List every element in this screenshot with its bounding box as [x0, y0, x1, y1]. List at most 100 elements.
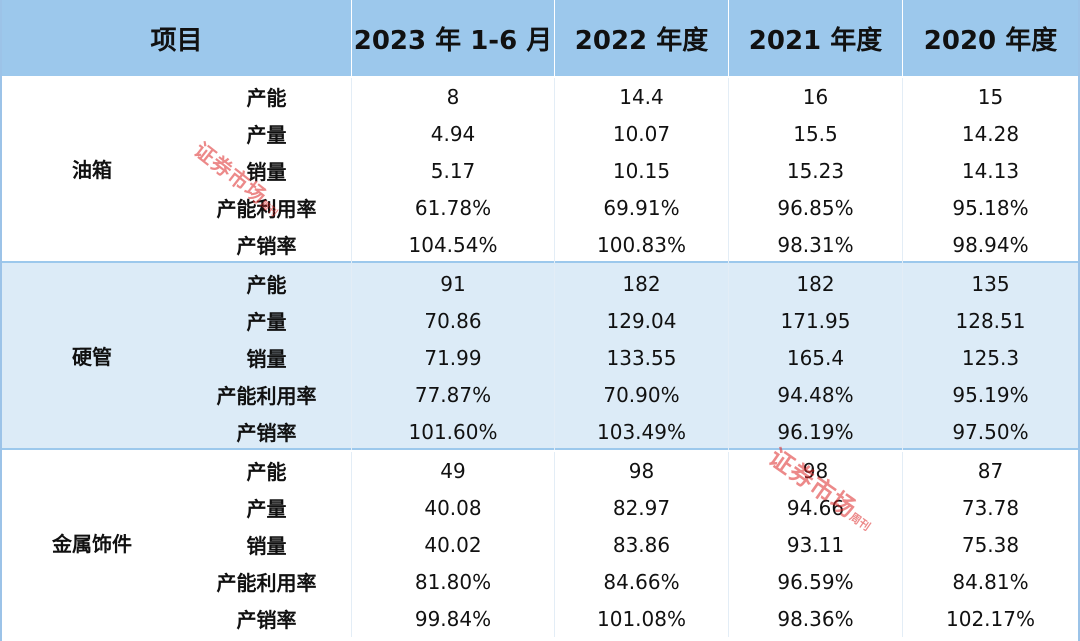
table-row: 产量 4.94 10.07 15.5 14.28 — [182, 115, 1078, 152]
value-cell: 96.19% — [729, 413, 903, 450]
metric-label: 产能 — [182, 452, 352, 489]
value-cell: 15 — [977, 84, 1004, 109]
value-cell: 100.83% — [555, 226, 729, 263]
value-cell: 84.66% — [555, 563, 729, 600]
value-cell: 94.66 — [729, 489, 903, 526]
value-cell: 165.4 — [729, 339, 903, 376]
value-cell: 99.84% — [352, 600, 555, 637]
table-row: 产量 70.86 129.04 171.95 128.51 — [182, 302, 1078, 339]
metric-label: 销量 — [182, 526, 352, 563]
value-cell: 5.17 — [352, 152, 555, 189]
table-row: 销量 5.17 10.15 15.23 14.13 — [182, 152, 1078, 189]
metric-label: 产销率 — [182, 600, 352, 637]
value-cell: 14.13 — [961, 158, 1020, 183]
value-cell: 82.97 — [555, 489, 729, 526]
value-cell: 73.78 — [961, 495, 1020, 520]
value-cell: 98 — [555, 452, 729, 489]
table-row: 产量 40.08 82.97 94.66 73.78 — [182, 489, 1078, 526]
value-cell: 4.94 — [352, 115, 555, 152]
group-metal-trim: 金属饰件 产能 49 98 98 87 产量 40.08 82.97 94.66… — [2, 450, 1078, 641]
value-cell: 103.49% — [555, 413, 729, 450]
value-cell: 81.80% — [352, 563, 555, 600]
value-cell: 15.23 — [729, 152, 903, 189]
value-cell: 49 — [352, 452, 555, 489]
value-cell: 182 — [729, 265, 903, 302]
value-cell: 14.28 — [961, 121, 1020, 146]
value-cell: 98 — [729, 452, 903, 489]
table-row: 产销率 101.60% 103.49% 96.19% 97.50% — [182, 413, 1078, 450]
value-cell: 10.15 — [555, 152, 729, 189]
value-cell: 98.31% — [729, 226, 903, 263]
value-cell: 171.95 — [729, 302, 903, 339]
table-row: 产能利用率 81.80% 84.66% 96.59% 84.81% — [182, 563, 1078, 600]
table-row: 产能 91 182 182 135 — [182, 265, 1078, 302]
table-row: 产能 8 14.4 16 15 — [182, 78, 1078, 115]
value-cell: 70.86 — [352, 302, 555, 339]
metric-label: 产能 — [182, 265, 352, 302]
table-row: 产能 49 98 98 87 — [182, 452, 1078, 489]
value-cell: 70.90% — [555, 376, 729, 413]
metric-label: 产量 — [182, 302, 352, 339]
header-2020: 2020 年度 — [923, 25, 1058, 56]
value-cell: 104.54% — [352, 226, 555, 263]
value-cell: 93.11 — [729, 526, 903, 563]
value-cell: 96.85% — [729, 189, 903, 226]
value-cell: 125.3 — [961, 345, 1020, 370]
value-cell: 40.08 — [352, 489, 555, 526]
value-cell: 87 — [977, 458, 1004, 483]
value-cell: 102.17% — [946, 606, 1035, 631]
value-cell: 98.36% — [729, 600, 903, 637]
value-cell: 61.78% — [352, 189, 555, 226]
value-cell: 95.19% — [952, 382, 1029, 407]
table-row: 产能利用率 77.87% 70.90% 94.48% 95.19% — [182, 376, 1078, 413]
group-label: 油箱 — [72, 158, 112, 182]
value-cell: 101.60% — [352, 413, 555, 450]
table-row: 产销率 99.84% 101.08% 98.36% 102.17% — [182, 600, 1078, 637]
value-cell: 95.18% — [952, 195, 1029, 220]
value-cell: 84.81% — [952, 569, 1029, 594]
metric-label: 产能利用率 — [182, 189, 352, 226]
metric-label: 产能 — [182, 78, 352, 115]
metric-label: 销量 — [182, 339, 352, 376]
value-cell: 83.86 — [555, 526, 729, 563]
value-cell: 101.08% — [555, 600, 729, 637]
group-label: 硬管 — [72, 345, 112, 369]
value-cell: 15.5 — [729, 115, 903, 152]
table-row: 产能利用率 61.78% 69.91% 96.85% 95.18% — [182, 189, 1078, 226]
value-cell: 94.48% — [729, 376, 903, 413]
metric-label: 产能利用率 — [182, 376, 352, 413]
value-cell: 98.94% — [952, 232, 1029, 257]
header-item: 项目 — [2, 0, 352, 76]
table-header: 项目 2023 年 1-6 月 2022 年度 2021 年度 2020 年度 — [2, 0, 1078, 76]
value-cell: 16 — [729, 78, 903, 115]
value-cell: 133.55 — [555, 339, 729, 376]
value-cell: 96.59% — [729, 563, 903, 600]
value-cell: 182 — [555, 265, 729, 302]
value-cell: 128.51 — [955, 308, 1026, 333]
header-2021: 2021 年度 — [729, 0, 903, 76]
metric-label: 产销率 — [182, 226, 352, 263]
value-cell: 71.99 — [352, 339, 555, 376]
value-cell: 77.87% — [352, 376, 555, 413]
value-cell: 40.02 — [352, 526, 555, 563]
metric-label: 产量 — [182, 115, 352, 152]
value-cell: 8 — [352, 78, 555, 115]
value-cell: 135 — [971, 271, 1010, 296]
value-cell: 14.4 — [555, 78, 729, 115]
metric-label: 销量 — [182, 152, 352, 189]
value-cell: 97.50% — [952, 419, 1029, 444]
group-label: 金属饰件 — [52, 532, 132, 556]
header-2023-h1: 2023 年 1-6 月 — [352, 0, 555, 76]
table-row: 销量 71.99 133.55 165.4 125.3 — [182, 339, 1078, 376]
value-cell: 91 — [352, 265, 555, 302]
metric-label: 产量 — [182, 489, 352, 526]
value-cell: 75.38 — [961, 532, 1020, 557]
table-row: 销量 40.02 83.86 93.11 75.38 — [182, 526, 1078, 563]
group-fuel-tank: 油箱 产能 8 14.4 16 15 产量 4.94 10.07 15.5 14… — [2, 76, 1078, 263]
value-cell: 129.04 — [555, 302, 729, 339]
value-cell: 10.07 — [555, 115, 729, 152]
value-cell: 69.91% — [555, 189, 729, 226]
table-row: 产销率 104.54% 100.83% 98.31% 98.94% — [182, 226, 1078, 263]
group-hard-pipe: 硬管 产能 91 182 182 135 产量 70.86 129.04 171… — [2, 263, 1078, 450]
